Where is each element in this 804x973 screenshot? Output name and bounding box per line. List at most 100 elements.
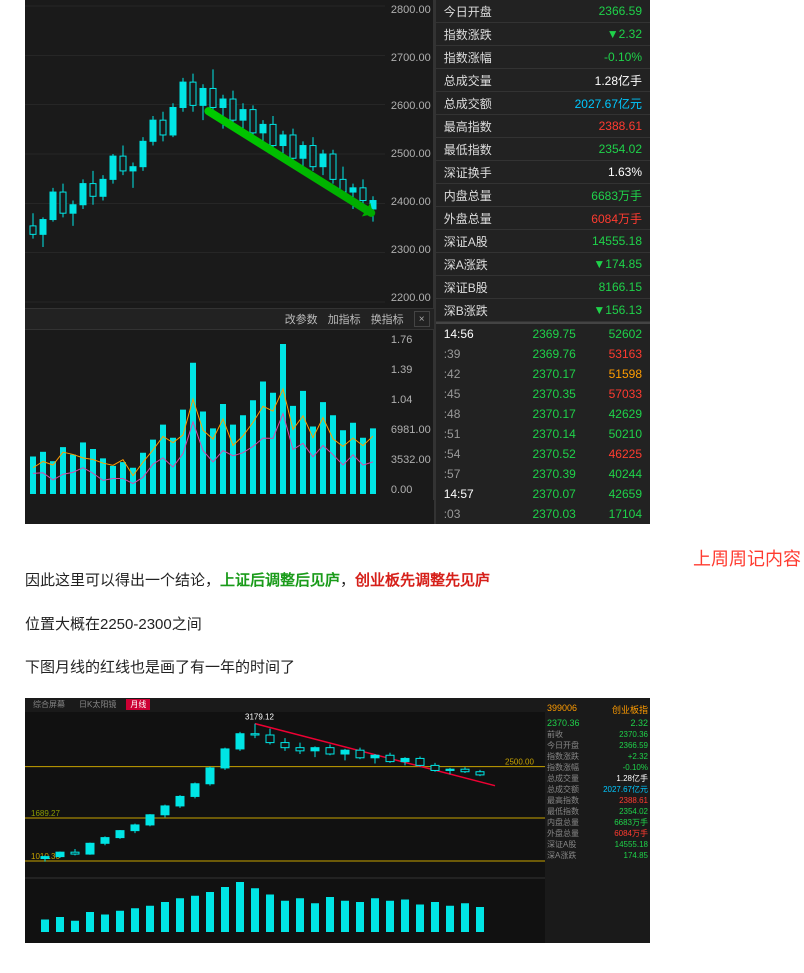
tick-row: :452370.3557033	[436, 384, 650, 404]
change-params-button[interactable]: 改参数	[285, 311, 318, 327]
quote-row: 总成交额2027.67亿元	[436, 92, 650, 115]
quote-value: 2366.59	[599, 4, 642, 18]
mini-quote-value: 2370.36	[619, 730, 648, 739]
mini-tab[interactable]: 日K太阳镜	[75, 699, 120, 710]
mini-quote-value: 2366.59	[619, 741, 648, 750]
quote-value: 14555.18	[592, 234, 642, 248]
mini-quote-label: 最低指数	[547, 806, 579, 817]
quote-label: 最低指数	[444, 141, 492, 158]
mini-quote-row: 总成交额2027.67亿元	[547, 784, 648, 795]
ylabel: 2600.00	[391, 100, 431, 112]
mini-price-row: 2370.36 2.32	[547, 717, 648, 729]
quote-label: 最高指数	[444, 118, 492, 135]
mini-quote-value: 1.28亿手	[616, 773, 648, 784]
mini-quote-row: 总成交量 1.28亿手	[547, 773, 648, 784]
quote-row: 指数涨幅-0.10%	[436, 46, 650, 69]
quote-label: 指数涨跌	[444, 26, 492, 43]
mini-quote-label: 今日开盘	[547, 740, 579, 751]
quote-value: 2388.61	[599, 119, 642, 133]
indicator-toolbar: 改参数 加指标 换指标 ×	[25, 309, 434, 330]
mini-quote-label: 指数涨跌	[547, 751, 579, 762]
paragraph-1: 因此这里可以得出一个结论，上证后调整后见庐，创业板先调整先见庐	[25, 567, 779, 596]
mini-quote-row: 今日开盘 2366.59	[547, 740, 648, 751]
monthly-chart-block: 综合屏幕 日K太阳镜 月线 2500.001689.271010.303179.…	[25, 698, 650, 943]
ylabel: 1.39	[391, 364, 431, 376]
mini-candle-svg: 2500.001689.271010.303179.12	[25, 712, 545, 942]
mini-quote-label: 深证A股	[547, 839, 576, 850]
tick-price: 2370.07	[496, 487, 576, 501]
quote-row: 内盘总量6683万手	[436, 184, 650, 207]
tick-price: 2369.76	[496, 347, 576, 361]
add-indicator-button[interactable]: 加指标	[328, 311, 361, 327]
ylabel: 2200.00	[391, 292, 431, 304]
tick-row: :422370.1751598	[436, 364, 650, 384]
mini-quote-row: 内盘总量 6683万手	[547, 817, 648, 828]
switch-indicator-button[interactable]: 换指标	[371, 311, 404, 327]
quote-label: 深证B股	[444, 279, 488, 296]
quote-label: 总成交量	[444, 72, 492, 89]
quote-label: 今日开盘	[444, 3, 492, 20]
quote-value: 2027.67亿元	[575, 95, 642, 112]
text: 因此这里可以得出一个结论，	[25, 572, 220, 589]
quote-value: 8166.15	[599, 280, 642, 294]
mini-quote-value: 2388.61	[619, 796, 648, 805]
mini-quote-value: 2027.67亿元	[603, 784, 648, 795]
candlestick-panel[interactable]: 2800.00 2700.00 2600.00 2500.00 2400.00 …	[25, 0, 434, 309]
volume-svg	[25, 330, 385, 500]
mini-quote-label: 深A涨跌	[547, 850, 576, 861]
mini-quote-row: 最高指数 2388.61	[547, 795, 648, 806]
svg-text:3179.12: 3179.12	[245, 712, 274, 721]
tick-price: 2370.17	[496, 367, 576, 381]
quote-label: 外盘总量	[444, 210, 492, 227]
quote-row: 外盘总量6084万手	[436, 207, 650, 230]
mini-quote-label: 总成交量	[547, 773, 579, 784]
mini-quote-label: 外盘总量	[547, 828, 579, 839]
quote-label: 深证换手	[444, 164, 492, 181]
quote-label: 指数涨幅	[444, 49, 492, 66]
quote-row: 深证B股 8166.15	[436, 276, 650, 299]
svg-text:1689.27: 1689.27	[31, 809, 60, 818]
mini-quote-label: 内盘总量	[547, 817, 579, 828]
tick-time: :45	[444, 387, 490, 401]
mini-quote-panel: 399006 创业板指 2370.36 2.32 前收2370.36今日开盘23…	[545, 698, 650, 943]
mini-quote-value: 6683万手	[614, 817, 648, 828]
ylabel: 6981.00	[391, 424, 431, 436]
mini-code: 399006	[547, 703, 577, 716]
mini-quote-row: 外盘总量6084万手	[547, 828, 648, 839]
mini-tab[interactable]: 综合屏幕	[29, 699, 69, 710]
tick-price: 2370.39	[496, 467, 576, 481]
mini-quote-label: 前收	[547, 729, 563, 740]
mini-quote-row: 最低指数2354.02	[547, 806, 648, 817]
quote-row: 最高指数 2388.61	[436, 115, 650, 138]
mini-quote-value: 14555.18	[615, 840, 648, 849]
highlight-sse: 上证后调整后见庐	[220, 572, 340, 589]
tick-vol: 42629	[582, 407, 642, 421]
tick-list: 14:562369.7552602:392369.7653163:422370.…	[436, 322, 650, 524]
volume-y-axis: 1.76 1.39 1.04 6981.00 3532.00 0.00	[391, 330, 431, 500]
ylabel: 1.76	[391, 334, 431, 346]
mini-quote-value: +2.32	[628, 752, 648, 761]
tick-time: :39	[444, 347, 490, 361]
mini-name: 创业板指	[612, 703, 648, 716]
paragraph-2: 位置大概在2250-2300之间	[25, 611, 779, 640]
tick-time: :03	[444, 507, 490, 521]
mini-quote-row: 指数涨跌 +2.32	[547, 751, 648, 762]
quote-value: 1.63%	[608, 165, 642, 179]
tick-time: :51	[444, 427, 490, 441]
tick-price: 2370.03	[496, 507, 576, 521]
mini-price: 2370.36	[547, 718, 580, 728]
ylabel: 2700.00	[391, 52, 431, 64]
mini-quote-label: 最高指数	[547, 795, 579, 806]
ylabel: 3532.00	[391, 454, 431, 466]
tick-vol: 40244	[582, 467, 642, 481]
mini-chart-main[interactable]: 综合屏幕 日K太阳镜 月线 2500.001689.271010.303179.…	[25, 698, 545, 943]
mini-tab-active[interactable]: 月线	[126, 699, 150, 710]
tick-vol: 17104	[582, 507, 642, 521]
quote-label: 内盘总量	[444, 187, 492, 204]
close-indicator-icon[interactable]: ×	[414, 311, 430, 327]
chart-left-pane: 2800.00 2700.00 2600.00 2500.00 2400.00 …	[25, 0, 434, 524]
tick-time: 14:56	[444, 327, 490, 341]
tick-vol: 42659	[582, 487, 642, 501]
volume-panel[interactable]: 1.76 1.39 1.04 6981.00 3532.00 0.00	[25, 330, 434, 500]
ylabel: 2300.00	[391, 244, 431, 256]
